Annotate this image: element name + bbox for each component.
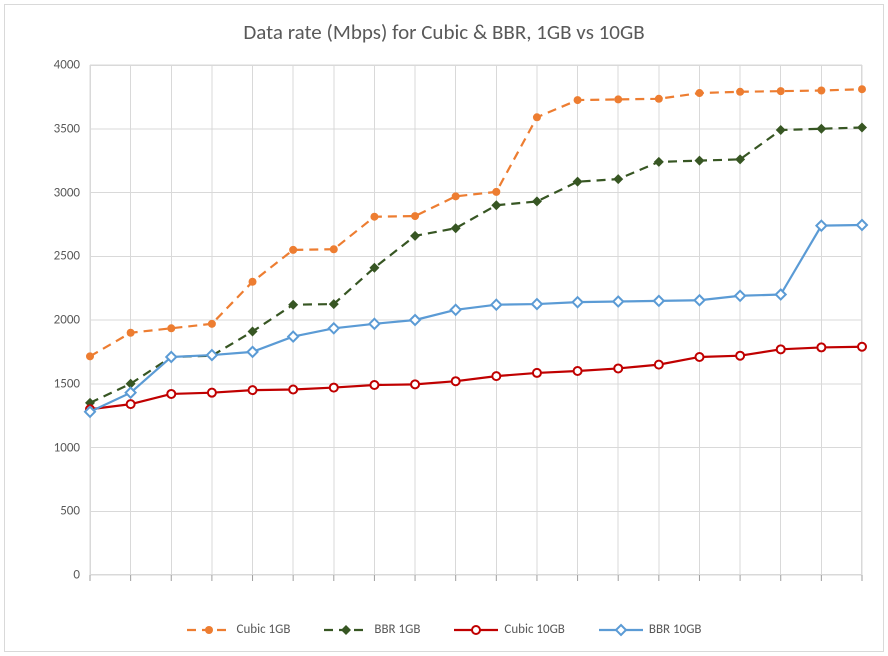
legend-swatch: [187, 623, 231, 637]
legend-label: BBR 1GB: [374, 622, 420, 637]
y-tick-label: 2000: [20, 313, 80, 328]
y-tick-label: 0: [20, 568, 80, 583]
series-cubic_10gb: [86, 343, 866, 413]
y-axis-labels: 05001000150020002500300035004000: [20, 65, 80, 575]
legend-item-cubic_10gb: Cubic 10GB: [454, 622, 564, 637]
legend-swatch: [324, 623, 368, 637]
grid: [90, 65, 862, 575]
y-tick-label: 4000: [20, 58, 80, 73]
series-cubic_1gb: [86, 85, 866, 360]
y-tick-label: 2500: [20, 249, 80, 264]
plot-area: 05001000150020002500300035004000: [90, 65, 862, 575]
y-tick-label: 500: [20, 504, 80, 519]
y-tick-label: 3500: [20, 121, 80, 136]
series-line: [90, 127, 862, 402]
plot-svg: [90, 65, 862, 575]
legend-label: Cubic 1GB: [237, 622, 291, 637]
legend-swatch: [454, 623, 498, 637]
y-tick-label: 3000: [20, 185, 80, 200]
legend: Cubic 1GB BBR 1GB Cubic 10GB BBR 10GB: [5, 622, 883, 637]
series-line: [90, 89, 862, 356]
legend-label: BBR 10GB: [649, 622, 702, 637]
chart-title: Data rate (Mbps) for Cubic & BBR, 1GB vs…: [5, 19, 883, 45]
chart-frame: Data rate (Mbps) for Cubic & BBR, 1GB vs…: [4, 4, 884, 652]
legend-item-bbr_10gb: BBR 10GB: [599, 622, 702, 637]
x-ticks: [90, 575, 862, 581]
y-tick-label: 1000: [20, 440, 80, 455]
legend-item-bbr_1gb: BBR 1GB: [324, 622, 420, 637]
series-bbr_10gb: [85, 220, 867, 417]
legend-swatch: [599, 623, 643, 637]
series-bbr_1gb: [85, 122, 867, 407]
legend-label: Cubic 10GB: [504, 622, 564, 637]
y-tick-label: 1500: [20, 376, 80, 391]
legend-item-cubic_1gb: Cubic 1GB: [187, 622, 291, 637]
